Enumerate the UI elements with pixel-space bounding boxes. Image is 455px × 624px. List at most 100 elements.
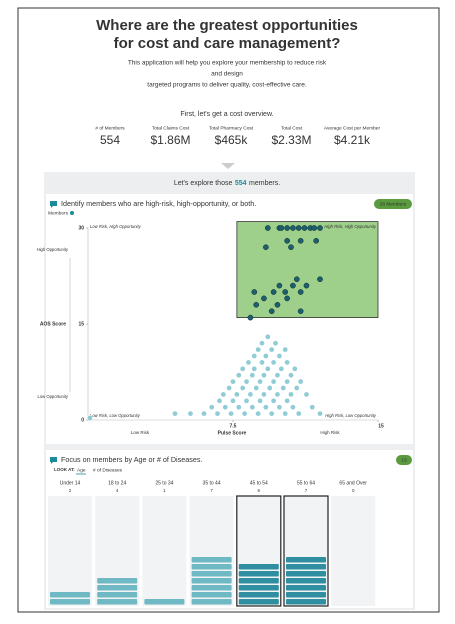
member-point [317,225,323,231]
member-point [220,391,227,398]
member-point [284,359,290,366]
member-point [249,404,256,411]
member-point [257,378,263,385]
y-tick-label: 30 [78,225,84,231]
quadrant-label: High Risk, Low Opportunity [325,413,377,418]
member-point [261,391,267,398]
member-point [201,410,207,417]
member-point [255,346,261,353]
member-point [276,353,283,359]
kpi-value: 554 [100,133,120,147]
member-point [264,225,271,231]
member-point [278,225,285,231]
explore-part: 554 [235,180,247,187]
kpi-value: $2.33M [271,133,311,147]
member-point [282,289,289,295]
member-point [270,359,277,366]
member-point [303,282,310,289]
member-point [278,365,285,372]
member-point [288,244,294,251]
member-point [243,378,250,385]
member-point [290,282,296,289]
kpi-label: Total Claims Cost [152,125,190,131]
y-tick-label: 0 [81,417,84,423]
member-pill [97,585,138,591]
y-tick-label: 15 [78,321,84,327]
chat-icon [50,201,57,208]
member-point [284,225,290,231]
member-point [293,276,300,283]
member-pill [191,599,232,605]
member-point [253,301,260,308]
member-pill [97,599,138,605]
member-point [247,314,254,321]
chat-icon [50,457,57,464]
quadrant-label: Low Risk, Low Opportunity [90,413,141,418]
member-point [292,365,298,372]
x-tick-label: 15 [378,423,384,429]
member-pill [191,585,232,591]
member-pill [238,585,279,591]
member-pill [238,592,279,598]
member-point [313,237,319,244]
group-count: 0 [352,488,355,493]
member-point [270,397,277,404]
member-point [274,391,281,398]
member-pill [50,599,90,605]
member-pill [191,564,232,570]
kpi-value: $465k [215,133,249,147]
member-pill [238,571,279,577]
quadrant-label: Low Risk, High Opportunity [90,224,142,229]
member-point [288,372,294,379]
member-point [243,397,250,404]
member-pill [286,557,326,563]
member-point [228,410,234,417]
member-point [253,385,260,391]
member-point [280,385,287,391]
member-point [272,340,279,347]
member-point [282,410,289,417]
look-at: LOOK AT: [54,467,75,472]
group-label: 55 to 64 [297,480,315,486]
member-point [264,333,271,340]
kpi-label: # of Members [95,125,125,131]
member-pill [286,592,326,598]
kpi-value: $4.21k [334,133,371,147]
member-point [268,308,275,315]
member-point [251,353,258,359]
member-point [257,397,263,404]
member-point [239,365,246,372]
member-point [309,404,316,411]
member-point [284,378,290,385]
member-point [216,397,223,404]
member-pill [191,571,232,577]
member-point [317,410,323,417]
member-point [270,289,277,295]
member-pill [97,578,138,584]
member-pill [286,571,326,577]
legend-dot [70,211,74,215]
member-point [239,385,246,391]
tab: # of Diseases [93,467,123,473]
member-point [235,372,242,379]
member-point [264,365,271,372]
member-point [293,385,300,391]
member-point [259,340,265,347]
group-count: 6 [258,488,261,493]
intro: This application will help you explore y… [128,60,327,67]
member-point [284,295,290,302]
group-count: 7 [210,488,213,493]
member-point [261,372,267,379]
member-point [311,225,318,231]
member-pill [286,585,326,591]
member-pill [286,578,326,584]
member-point [317,276,323,283]
group-label: 45 to 54 [250,480,268,486]
member-point [251,289,258,295]
member-pill [97,592,138,598]
member-point [301,225,308,231]
member-pill [191,592,232,598]
group-column [48,496,92,606]
title: for cost and care management? [114,35,341,52]
